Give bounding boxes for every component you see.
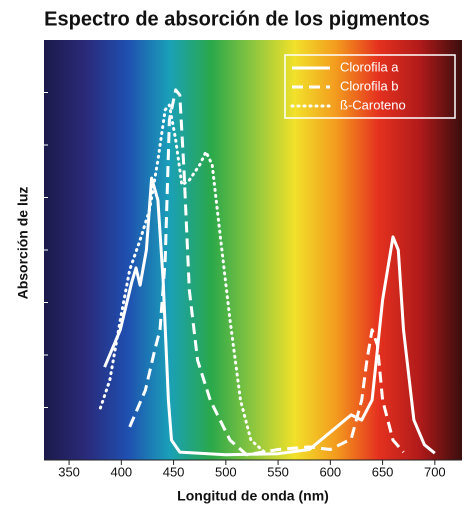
series-line bbox=[128, 88, 405, 457]
legend-box bbox=[284, 54, 456, 119]
legend-label: ß-Caroteno bbox=[340, 97, 406, 112]
x-tick-label: 550 bbox=[267, 464, 289, 479]
x-axis-label: Longitud de onda (nm) bbox=[177, 488, 329, 504]
x-tick-label: 700 bbox=[424, 464, 446, 479]
legend-label: Clorofila b bbox=[340, 78, 399, 93]
x-tick-label: 450 bbox=[163, 464, 185, 479]
series-line bbox=[103, 176, 436, 457]
legend-label: Clorofila a bbox=[340, 59, 399, 74]
x-tick-label: 400 bbox=[110, 464, 132, 479]
series-line bbox=[98, 103, 270, 457]
x-tick-label: 600 bbox=[319, 464, 341, 479]
x-tick-label: 350 bbox=[58, 464, 80, 479]
x-tick-label: 500 bbox=[215, 464, 237, 479]
y-axis-label: Absorción de luz bbox=[15, 187, 31, 300]
x-tick-label: 650 bbox=[372, 464, 394, 479]
chart-title: Espectro de absorción de los pigmentos bbox=[44, 8, 430, 30]
